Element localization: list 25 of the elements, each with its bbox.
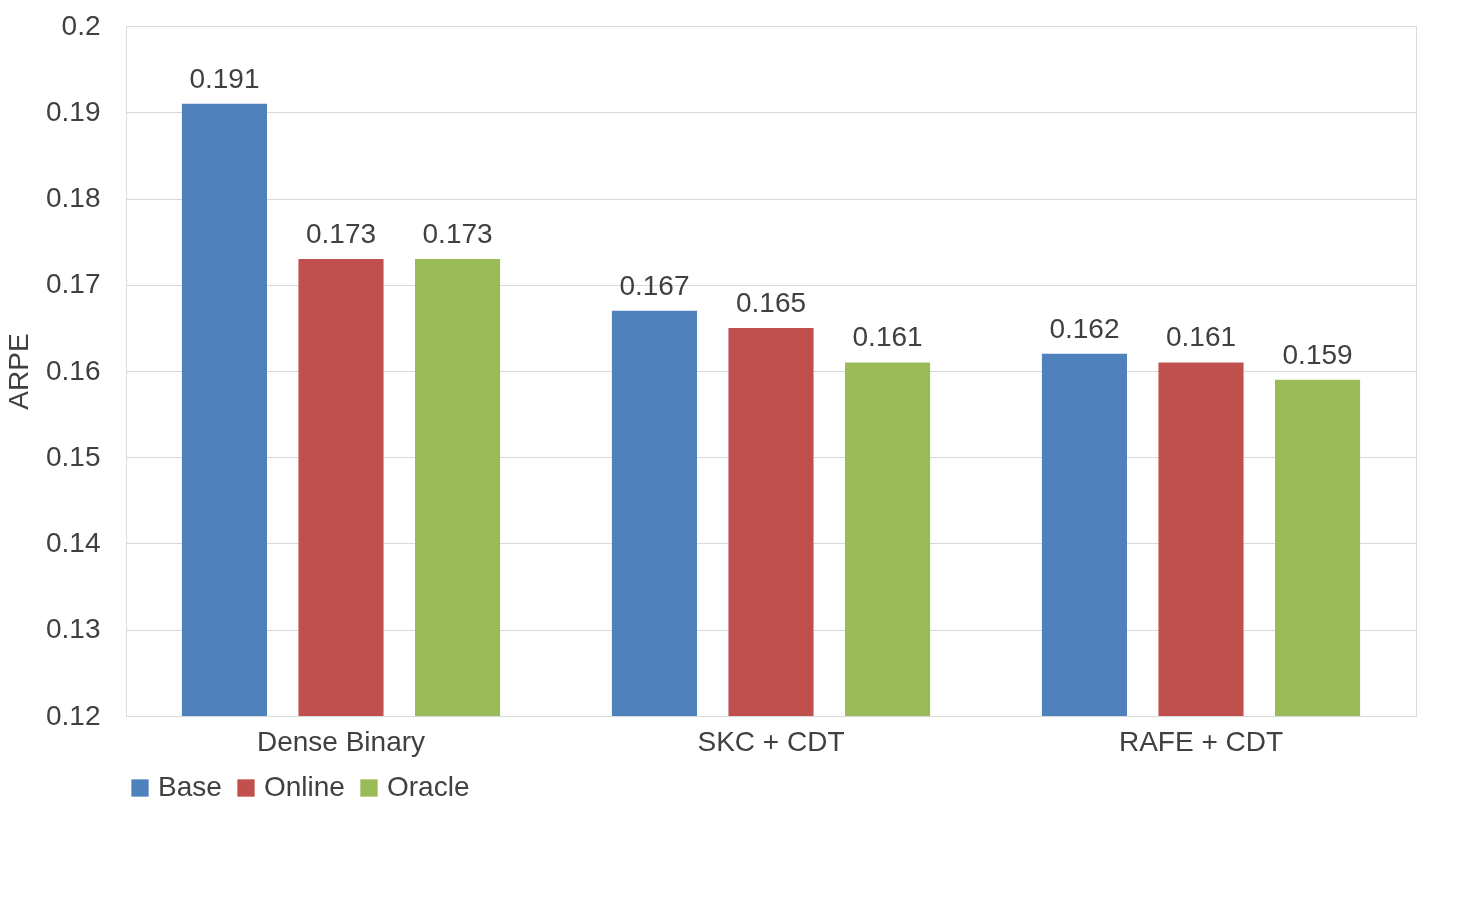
data-label: 0.161 — [1165, 321, 1237, 353]
x-tick-label: RAFE + CDT — [1118, 725, 1284, 757]
y-tick-label: 0.15 — [46, 440, 101, 472]
data-label: 0.162 — [1049, 312, 1120, 344]
data-label: 0.161 — [852, 321, 923, 353]
data-label: 0.173 — [305, 217, 377, 249]
y-tick-label: 0.12 — [46, 699, 101, 731]
legend-label: Base — [158, 771, 222, 802]
data-label: 0.173 — [422, 217, 493, 249]
data-label: 0.165 — [735, 286, 807, 318]
legend-label: Oracle — [387, 771, 470, 802]
x-tick-label: Dense Binary — [256, 725, 426, 757]
y-tick-label: 0.17 — [46, 268, 101, 300]
data-label: 0.159 — [1282, 338, 1353, 370]
x-tick-label: SKC + CDT — [697, 725, 845, 757]
y-tick-label: 0.16 — [46, 354, 101, 386]
y-axis-title: ARPE — [3, 333, 34, 410]
y-tick-label: 0.13 — [46, 613, 101, 645]
y-tick-label: 0.14 — [46, 527, 101, 558]
legend-label: Online — [264, 771, 345, 802]
y-tick-label: 0.19 — [46, 95, 101, 127]
data-label: 0.167 — [619, 269, 690, 301]
y-tick-label: 0.18 — [46, 182, 101, 213]
y-tick-label: 0.2 — [61, 9, 101, 41]
data-label: 0.191 — [189, 62, 260, 94]
